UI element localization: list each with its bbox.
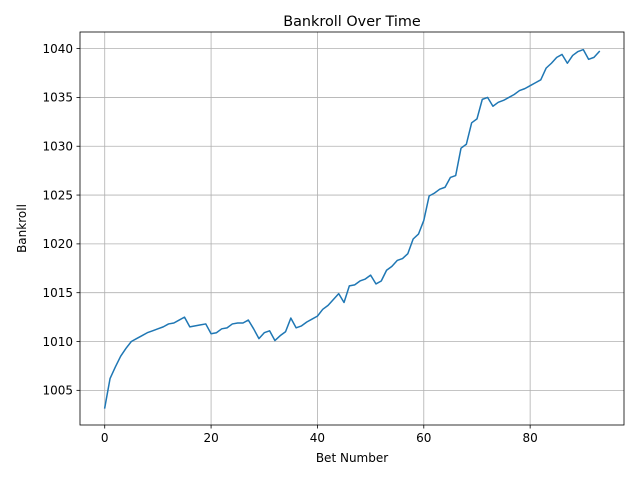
- y-tick-label: 1020: [42, 237, 73, 251]
- grid: [80, 32, 624, 425]
- y-tick-label: 1030: [42, 140, 73, 154]
- ticks: 0 20 40 60 80 1005 1010 1015 1020 1025 1030 1035 104…: [42, 42, 537, 445]
- y-tick-label: 1005: [42, 384, 73, 398]
- x-tick-label: 60: [416, 431, 431, 445]
- y-tick-label: 1040: [42, 42, 73, 56]
- chart-title: Bankroll Over Time: [283, 14, 421, 30]
- bankroll-series-line: [103, 48, 601, 409]
- x-tick-label: 0: [101, 431, 109, 445]
- y-tick-label: 1010: [42, 335, 73, 349]
- y-tick-label: 1025: [42, 188, 73, 202]
- y-tick-label: 1015: [42, 286, 73, 300]
- x-axis-label: Bet Number: [316, 451, 388, 465]
- series-layer: [103, 48, 601, 409]
- y-axis-label: Bankroll: [15, 204, 29, 253]
- x-tick-label: 40: [310, 431, 325, 445]
- x-tick-label: 80: [523, 431, 538, 445]
- x-tick-label: 20: [203, 431, 218, 445]
- plot-frame: [79, 31, 625, 426]
- y-tick-label: 1035: [42, 91, 73, 105]
